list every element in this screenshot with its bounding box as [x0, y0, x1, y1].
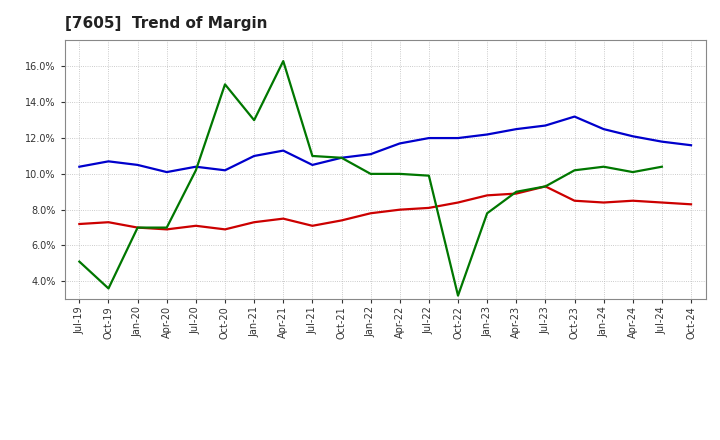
Net Income	[657, 200, 666, 205]
Ordinary Income	[687, 143, 696, 148]
Net Income	[570, 198, 579, 203]
Ordinary Income	[279, 148, 287, 153]
Operating Cashflow	[133, 225, 142, 230]
Ordinary Income	[657, 139, 666, 144]
Ordinary Income	[454, 136, 462, 141]
Net Income	[454, 200, 462, 205]
Net Income	[133, 225, 142, 230]
Operating Cashflow	[512, 189, 521, 194]
Operating Cashflow	[629, 169, 637, 175]
Net Income	[599, 200, 608, 205]
Operating Cashflow	[250, 117, 258, 123]
Operating Cashflow	[104, 286, 113, 291]
Line: Net Income: Net Income	[79, 187, 691, 229]
Operating Cashflow	[541, 184, 550, 189]
Ordinary Income	[220, 168, 229, 173]
Ordinary Income	[425, 136, 433, 141]
Operating Cashflow	[192, 168, 200, 173]
Operating Cashflow	[337, 155, 346, 161]
Operating Cashflow	[220, 82, 229, 87]
Operating Cashflow	[483, 211, 492, 216]
Net Income	[250, 220, 258, 225]
Ordinary Income	[629, 134, 637, 139]
Operating Cashflow	[454, 293, 462, 298]
Ordinary Income	[366, 151, 375, 157]
Ordinary Income	[599, 126, 608, 132]
Operating Cashflow	[308, 153, 317, 158]
Net Income	[366, 211, 375, 216]
Ordinary Income	[75, 164, 84, 169]
Ordinary Income	[541, 123, 550, 128]
Operating Cashflow	[599, 164, 608, 169]
Net Income	[308, 223, 317, 228]
Line: Ordinary Income: Ordinary Income	[79, 117, 691, 172]
Net Income	[192, 223, 200, 228]
Net Income	[687, 202, 696, 207]
Ordinary Income	[512, 126, 521, 132]
Net Income	[163, 227, 171, 232]
Ordinary Income	[250, 153, 258, 158]
Ordinary Income	[337, 155, 346, 161]
Ordinary Income	[395, 141, 404, 146]
Operating Cashflow	[163, 225, 171, 230]
Operating Cashflow	[279, 59, 287, 64]
Ordinary Income	[163, 169, 171, 175]
Net Income	[425, 205, 433, 210]
Net Income	[395, 207, 404, 213]
Ordinary Income	[570, 114, 579, 119]
Net Income	[512, 191, 521, 196]
Net Income	[541, 184, 550, 189]
Net Income	[483, 193, 492, 198]
Net Income	[104, 220, 113, 225]
Ordinary Income	[104, 159, 113, 164]
Operating Cashflow	[366, 171, 375, 176]
Net Income	[279, 216, 287, 221]
Net Income	[337, 218, 346, 223]
Ordinary Income	[308, 162, 317, 168]
Text: [7605]  Trend of Margin: [7605] Trend of Margin	[65, 16, 267, 32]
Operating Cashflow	[75, 259, 84, 264]
Operating Cashflow	[395, 171, 404, 176]
Ordinary Income	[133, 162, 142, 168]
Net Income	[220, 227, 229, 232]
Ordinary Income	[192, 164, 200, 169]
Line: Operating Cashflow: Operating Cashflow	[79, 61, 662, 296]
Operating Cashflow	[425, 173, 433, 178]
Operating Cashflow	[657, 164, 666, 169]
Net Income	[629, 198, 637, 203]
Operating Cashflow	[570, 168, 579, 173]
Net Income	[75, 221, 84, 227]
Ordinary Income	[483, 132, 492, 137]
